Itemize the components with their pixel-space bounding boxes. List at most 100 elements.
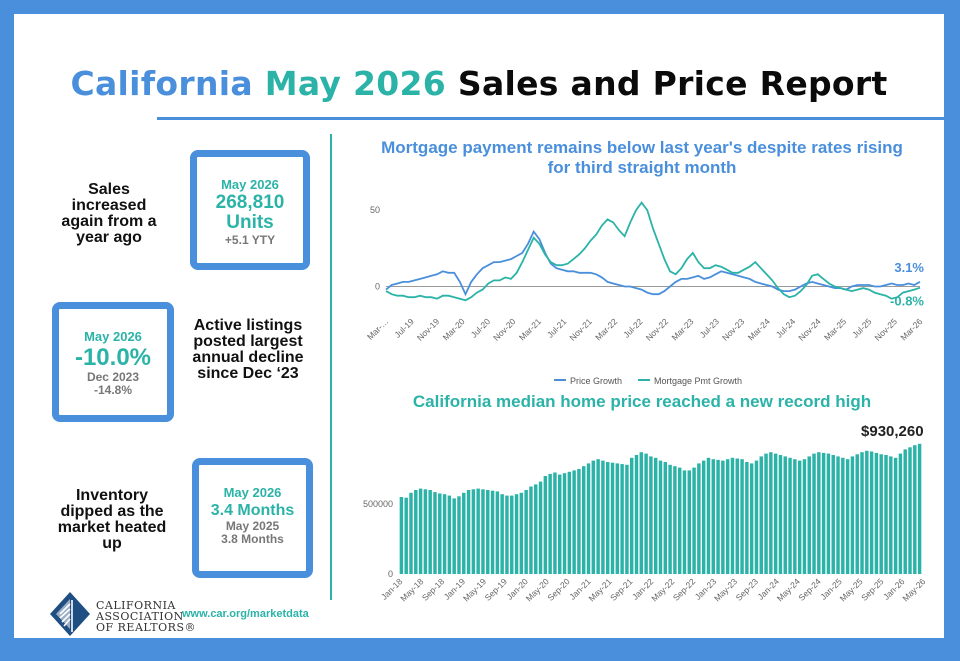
price-bar: [692, 467, 696, 574]
price-bar: [596, 459, 600, 574]
price-bar: [610, 462, 615, 574]
listings-value: -10.0%: [74, 344, 152, 371]
price-bar: [836, 456, 840, 574]
price-bar: [562, 473, 567, 574]
y-tick-label: 500000: [363, 499, 393, 509]
inventory-compare-period: May 2025: [225, 519, 280, 533]
title-period: May 2026: [264, 64, 447, 103]
series-line-mortgage-pmt-growth: [385, 201, 921, 302]
x-tick-label: Mar-24: [746, 316, 772, 342]
page-title: California May 2026 Sales and Price Repo…: [14, 64, 944, 103]
price-bar: [687, 470, 692, 574]
price-bar: [697, 463, 701, 574]
report-panel: California May 2026 Sales and Price Repo…: [14, 14, 947, 638]
x-tick-label: Nov-19: [415, 316, 442, 343]
x-tick-label: Jul-23: [698, 316, 722, 340]
inventory-box: May 2026 3.4 Months May 2025 3.8 Months: [192, 458, 313, 578]
price-bar: [442, 494, 447, 574]
price-bar: [649, 456, 653, 574]
price-bar: [423, 489, 428, 574]
price-bar: [769, 452, 773, 574]
price-bar: [730, 457, 735, 574]
price-bar: [721, 460, 725, 574]
x-tick-label: Jul-24: [774, 316, 798, 340]
x-tick-label: May-25: [838, 576, 865, 603]
price-bar: [438, 493, 442, 574]
price-bar: [778, 455, 783, 574]
sales-value: 268,810: [215, 192, 285, 213]
price-bar: [658, 460, 663, 574]
market-data-link[interactable]: www.car.org/marketdata: [182, 608, 309, 620]
price-bar: [538, 481, 543, 574]
price-bar: [634, 455, 639, 574]
series-end-label: 3.1%: [894, 260, 924, 275]
price-bar: [629, 457, 634, 574]
inventory-description: Inventory dipped as the market heated up: [57, 487, 167, 552]
price-bar: [466, 490, 471, 574]
price-bar: [716, 459, 720, 574]
price-bar: [701, 460, 706, 574]
price-bar: [567, 471, 572, 574]
logo-line-3: OF REALTORS®: [96, 621, 196, 634]
price-bar: [812, 453, 816, 574]
x-tick-label: May-21: [587, 576, 614, 603]
x-tick-label: Mar-…: [365, 316, 390, 341]
last-value-label: $930,260: [861, 424, 924, 440]
x-tick-label: Jul-25: [850, 316, 874, 340]
price-bar: [591, 460, 596, 574]
price-bar: [663, 462, 668, 574]
price-bar: [740, 459, 744, 574]
price-bar: [653, 457, 658, 574]
price-bar: [577, 469, 581, 574]
series-end-label: -0.8%: [890, 294, 924, 309]
price-bar: [673, 466, 677, 574]
price-bar: [754, 460, 759, 574]
legend-label-mortgage-pmt-growth: Mortgage Pmt Growth: [654, 376, 742, 386]
x-tick-label: May-20: [524, 576, 551, 603]
price-bar: [879, 454, 883, 574]
x-tick-label: Mar-23: [669, 316, 695, 342]
price-bar: [534, 484, 538, 574]
price-bar: [917, 443, 922, 574]
price-bar: [745, 462, 749, 574]
listings-compare-value: -14.8%: [93, 383, 133, 397]
price-bar: [802, 459, 807, 574]
price-bar: [788, 457, 792, 574]
price-bar: [428, 490, 432, 574]
x-tick-label: Sep-25: [859, 576, 886, 603]
price-bar: [582, 466, 586, 574]
x-tick-label: May-22: [649, 576, 676, 603]
title-report: Sales and Price Report: [457, 64, 888, 103]
x-tick-label: Nov-22: [644, 316, 671, 343]
x-tick-label: May-26: [900, 576, 927, 603]
price-bar: [797, 460, 802, 574]
listings-period: May 2026: [84, 329, 142, 344]
price-bar: [529, 486, 533, 574]
x-tick-label: Sep-19: [483, 576, 510, 603]
sales-unit: Units: [226, 212, 274, 233]
y-tick-label: 0: [388, 569, 393, 579]
price-bar: [414, 490, 418, 574]
x-tick-label: Nov-21: [567, 316, 594, 343]
listings-compare-period: Dec 2023: [86, 370, 140, 384]
price-bar: [749, 463, 754, 574]
price-bar: [893, 457, 898, 574]
sales-description: Sales increased again from a year ago: [61, 181, 157, 246]
price-bar: [447, 495, 452, 574]
price-bar: [418, 488, 423, 574]
price-bar: [586, 463, 591, 574]
price-bar: [505, 495, 509, 574]
price-bar: [874, 452, 879, 574]
x-tick-label: Jul-19: [392, 316, 416, 340]
price-bar: [817, 452, 821, 574]
price-bar: [913, 445, 917, 574]
price-bar: [481, 489, 485, 574]
price-bar: [783, 456, 787, 574]
price-bar: [889, 456, 893, 574]
price-bar: [476, 488, 480, 574]
inventory-value: 3.4 Months: [210, 502, 295, 519]
median-price-bar-chart: 0500000$930,260Jan-18May-18Sep-18Jan-19M…: [363, 424, 928, 603]
bar-chart-title: California median home price reached a n…: [412, 392, 872, 411]
price-bar: [605, 462, 610, 574]
price-bar: [572, 470, 576, 574]
